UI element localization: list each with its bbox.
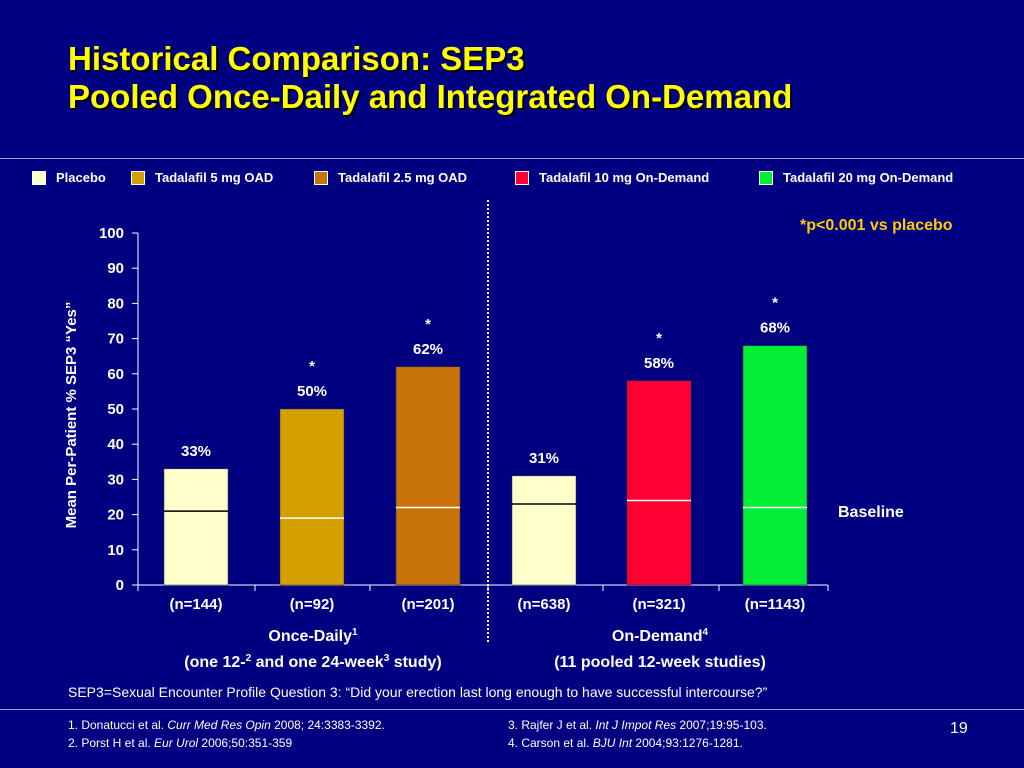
legend-label-tadalafil-20mg: Tadalafil 20 mg On-Demand [783, 170, 954, 185]
group-label: Once-Daily1 [268, 627, 358, 645]
title-line-1: Historical Comparison: SEP3 [68, 40, 525, 77]
bar-value-label: 50% [297, 383, 327, 400]
significance-note: *p<0.001 vs placebo [800, 217, 953, 234]
bar [626, 380, 692, 586]
footer-divider [0, 709, 1024, 710]
x-category-label: (n=321) [633, 596, 686, 613]
group-label: On-Demand4 [612, 627, 709, 645]
title-line-2: Pooled Once-Daily and Integrated On-Dema… [68, 78, 793, 115]
chart-legend: Placebo Tadalafil 5 mg OAD Tadalafil 2.5… [32, 170, 1002, 188]
legend-item-placebo: Placebo [32, 170, 106, 185]
bar-value-label: 62% [413, 341, 443, 358]
y-tick-label: 0 [116, 577, 124, 594]
baseline-label: Baseline [838, 504, 904, 521]
legend-item-tadalafil-5mg: Tadalafil 5 mg OAD [131, 170, 273, 185]
legend-label-tadalafil-10mg: Tadalafil 10 mg On-Demand [539, 170, 710, 185]
title-divider [0, 158, 1024, 159]
references-left: 1. Donatucci et al. Curr Med Res Opin 20… [68, 716, 385, 752]
reference-3: 3. Rajfer J et al. Int J Impot Res 2007;… [508, 718, 767, 732]
y-tick-label: 30 [107, 471, 124, 488]
x-category-label: (n=92) [290, 596, 335, 613]
references-right: 3. Rajfer J et al. Int J Impot Res 2007;… [508, 716, 767, 752]
bar-value-label: 68% [760, 320, 790, 337]
x-category-label: (n=201) [402, 596, 455, 613]
bar-value-label: 33% [181, 443, 211, 460]
significance-asterisk: * [425, 316, 431, 333]
significance-asterisk: * [656, 330, 662, 347]
y-tick-label: 50 [107, 401, 124, 418]
y-tick-label: 100 [99, 225, 124, 242]
bar [279, 408, 345, 586]
legend-swatch-tadalafil-10mg [515, 170, 529, 185]
legend-swatch-tadalafil-2-5mg [314, 170, 328, 185]
legend-swatch-tadalafil-20mg [759, 170, 773, 185]
sep3-definition-footnote: SEP3=Sexual Encounter Profile Question 3… [68, 684, 768, 700]
y-tick-label: 80 [107, 295, 124, 312]
reference-2: 2. Porst H et al. Eur Urol 2006;50:351-3… [68, 736, 293, 750]
bar [742, 345, 808, 586]
legend-swatch-tadalafil-5mg [131, 170, 145, 185]
bar-value-label: 58% [644, 355, 674, 372]
y-tick-label: 20 [107, 507, 124, 524]
x-category-label: (n=638) [518, 596, 571, 613]
x-category-label: (n=144) [170, 596, 223, 613]
significance-asterisk: * [772, 295, 778, 312]
bar [511, 475, 577, 586]
page-number: 19 [950, 720, 968, 737]
bar [395, 366, 461, 586]
slide-title: Historical Comparison: SEP3 Pooled Once-… [68, 40, 792, 116]
bar-chart: 0 10 20 30 40 50 60 70 80 90 100 Mean Per-Patient %… [63, 200, 904, 671]
y-axis-title: Mean Per-Patient % SEP3 “Yes” [63, 302, 80, 529]
y-tick-label: 60 [107, 366, 124, 383]
reference-4: 4. Carson et al. BJU Int 2004;93:1276-12… [508, 736, 743, 750]
legend-item-tadalafil-20mg: Tadalafil 20 mg On-Demand [759, 170, 953, 185]
bar [163, 468, 229, 586]
legend-label-tadalafil-5mg: Tadalafil 5 mg OAD [155, 170, 274, 185]
legend-label-placebo: Placebo [56, 170, 106, 185]
y-tick-label: 10 [107, 542, 124, 559]
group-sublabel: (one 12-2 and one 24-week3 study) [184, 653, 441, 671]
y-tick-label: 40 [107, 436, 124, 453]
y-tick-label: 90 [107, 260, 124, 277]
group-sublabel: (11 pooled 12-week studies) [554, 654, 766, 671]
significance-asterisk: * [309, 358, 315, 375]
y-tick-label: 70 [107, 331, 124, 348]
legend-swatch-placebo [32, 170, 46, 185]
legend-item-tadalafil-10mg: Tadalafil 10 mg On-Demand [515, 170, 709, 185]
legend-label-tadalafil-2-5mg: Tadalafil 2.5 mg OAD [338, 170, 468, 185]
x-category-label: (n=1143) [745, 596, 805, 613]
bar-value-label: 31% [529, 450, 559, 467]
legend-item-tadalafil-2-5mg: Tadalafil 2.5 mg OAD [314, 170, 467, 185]
reference-1: 1. Donatucci et al. Curr Med Res Opin 20… [68, 718, 385, 732]
